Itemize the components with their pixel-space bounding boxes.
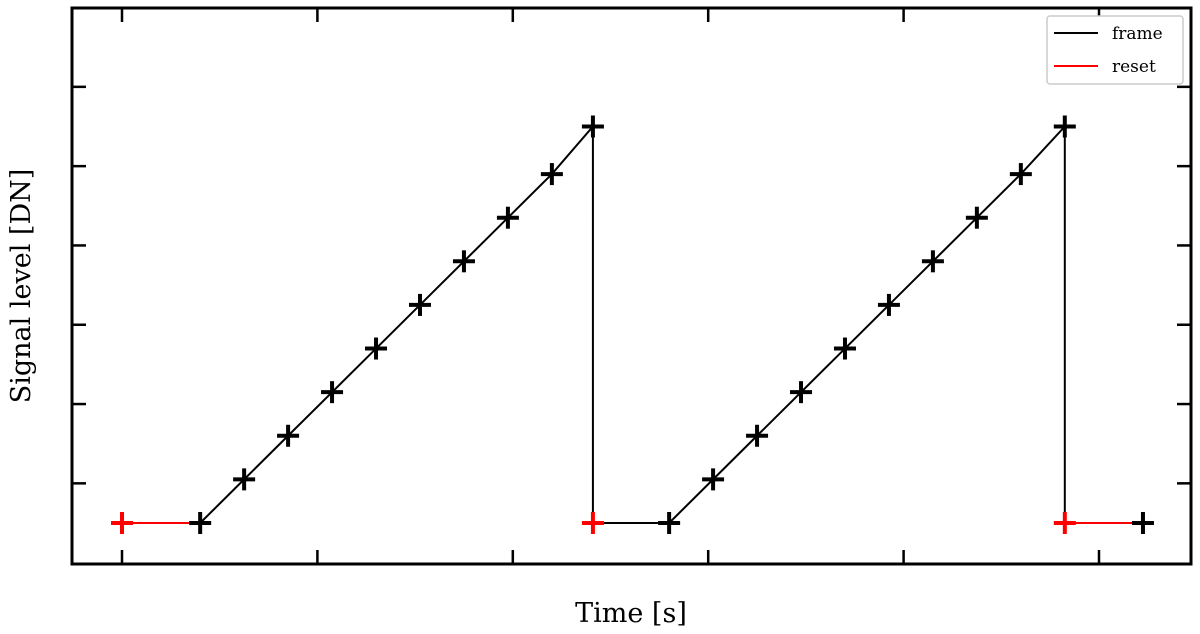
- reset-marker-0: [111, 512, 133, 534]
- reset-marker-1: [581, 512, 604, 534]
- frame-marker-12: [746, 424, 769, 447]
- frame-marker-0: [189, 512, 212, 534]
- frame-marker-16: [921, 250, 944, 273]
- frame-marker-10: [658, 512, 681, 534]
- frame-marker-14: [833, 337, 856, 360]
- frame-marker-1: [233, 468, 256, 491]
- legend: frame reset: [1046, 15, 1184, 85]
- frame-marker-17: [965, 206, 988, 229]
- reset-marker-2: [1053, 512, 1076, 534]
- frame-marker-7: [496, 206, 519, 229]
- frame-marker-9: [581, 115, 604, 138]
- frame-marker-5: [408, 293, 431, 316]
- frame-marker-13: [790, 381, 813, 404]
- x-axis-label: Time [s]: [575, 598, 687, 629]
- y-axis-label: Signal level [DN]: [6, 169, 37, 404]
- frame-marker-18: [1009, 163, 1032, 186]
- frame-marker-11: [702, 468, 725, 491]
- frame-marker-19: [1053, 115, 1076, 138]
- legend-reset-label: reset: [1112, 57, 1156, 77]
- frame-marker-20: [1131, 512, 1154, 534]
- frame-marker-6: [452, 250, 475, 273]
- frame-line: [199, 123, 1066, 524]
- frame-marker-15: [877, 293, 900, 316]
- axes-frame: [70, 6, 1193, 566]
- plot-area: [111, 115, 1154, 534]
- frame-marker-3: [321, 381, 344, 404]
- legend-frame-label: frame: [1112, 24, 1163, 44]
- frame-marker-8: [540, 163, 563, 186]
- frame-marker-2: [277, 424, 300, 447]
- frame-marker-4: [365, 337, 388, 360]
